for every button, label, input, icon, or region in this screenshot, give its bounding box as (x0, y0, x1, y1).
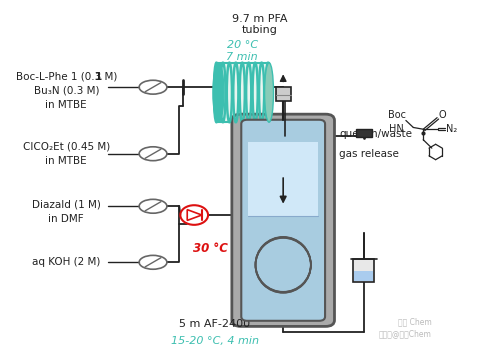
Bar (356, 129, 372, 137)
FancyBboxPatch shape (216, 63, 269, 122)
Text: gas release: gas release (339, 149, 399, 159)
Bar (276, 87, 290, 101)
Text: 2: 2 (287, 118, 295, 131)
Text: HN: HN (389, 124, 403, 134)
Text: 9.7 m PFA
tubing: 9.7 m PFA tubing (232, 14, 287, 35)
Text: N₂: N₂ (446, 124, 457, 134)
FancyBboxPatch shape (232, 114, 334, 327)
Text: Diazald (1 M): Diazald (1 M) (32, 199, 101, 210)
Bar (354, 271, 373, 281)
Text: 1: 1 (95, 72, 102, 82)
Bar (353, 259, 374, 282)
Text: O: O (438, 110, 446, 120)
Bar (248, 142, 318, 216)
Text: 搜狐号@化学Chem: 搜狐号@化学Chem (379, 330, 432, 339)
Text: Boc-L-Phe 1 (0.3 M): Boc-L-Phe 1 (0.3 M) (15, 72, 117, 82)
Text: 15-20 °C, 4 min: 15-20 °C, 4 min (171, 336, 259, 346)
Text: aq KOH (2 M): aq KOH (2 M) (32, 257, 100, 267)
Ellipse shape (264, 63, 273, 122)
Text: CH₂N₂: CH₂N₂ (252, 196, 286, 206)
Ellipse shape (213, 63, 224, 122)
Text: 20 °C: 20 °C (227, 40, 258, 50)
Text: 7 min: 7 min (227, 53, 258, 62)
Text: Bu₃N (0.3 M): Bu₃N (0.3 M) (33, 86, 99, 96)
FancyBboxPatch shape (242, 120, 325, 321)
Text: in DMF: in DMF (48, 214, 84, 223)
Text: Boc: Boc (388, 110, 406, 120)
Text: in MTBE: in MTBE (45, 100, 87, 110)
Text: quench/waste: quench/waste (339, 130, 412, 139)
Text: in MTBE: in MTBE (45, 156, 87, 166)
Text: 30 °C: 30 °C (193, 242, 228, 255)
Text: 5 m AF-2400: 5 m AF-2400 (180, 319, 250, 329)
Text: ClCO₂Et (0.45 M): ClCO₂Et (0.45 M) (22, 142, 110, 152)
Text: 化緣 Chem: 化緣 Chem (398, 317, 432, 326)
